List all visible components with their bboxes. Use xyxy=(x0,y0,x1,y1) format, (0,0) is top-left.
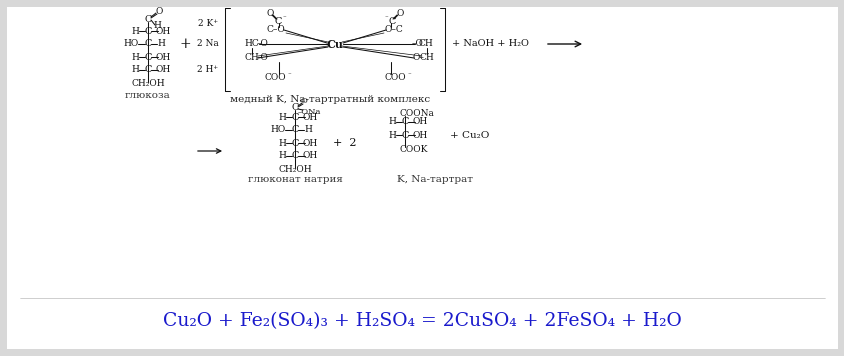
Text: H: H xyxy=(387,117,396,126)
Text: K, Na-тартрат: K, Na-тартрат xyxy=(397,176,473,184)
Text: C: C xyxy=(274,16,281,26)
Text: O: O xyxy=(300,97,307,105)
Text: 2 H⁺: 2 H⁺ xyxy=(197,66,219,74)
Text: –O: –O xyxy=(257,38,268,47)
Text: O–C: O–C xyxy=(384,26,403,35)
Text: 2 K⁺: 2 K⁺ xyxy=(197,19,218,27)
Text: HO: HO xyxy=(270,126,285,135)
Text: OH: OH xyxy=(412,131,427,140)
Text: CH: CH xyxy=(419,53,434,63)
Text: H: H xyxy=(131,66,138,74)
Text: O: O xyxy=(266,9,273,17)
Text: O: O xyxy=(155,6,163,16)
Text: C: C xyxy=(291,138,298,147)
Text: +: + xyxy=(179,37,191,51)
Text: OH: OH xyxy=(302,138,317,147)
Text: COO: COO xyxy=(264,73,285,83)
Text: C: C xyxy=(401,117,408,126)
Text: HO: HO xyxy=(123,40,138,48)
Text: H: H xyxy=(131,26,138,36)
Text: C: C xyxy=(144,15,152,23)
Text: Cu: Cu xyxy=(326,38,344,49)
Text: C: C xyxy=(291,152,298,161)
Text: C: C xyxy=(291,112,298,121)
Text: H: H xyxy=(153,21,160,31)
Text: OH: OH xyxy=(155,52,170,62)
Text: CH₂OH: CH₂OH xyxy=(278,166,311,174)
Text: CH₂OH: CH₂OH xyxy=(131,79,165,89)
Text: OH: OH xyxy=(302,112,317,121)
Text: C: C xyxy=(388,16,395,26)
Text: + NaOH + H₂O: + NaOH + H₂O xyxy=(451,40,528,48)
Text: C: C xyxy=(144,26,152,36)
Text: COONa: COONa xyxy=(399,109,434,117)
Text: 2 Na: 2 Na xyxy=(197,40,219,48)
Text: OH: OH xyxy=(302,152,317,161)
Text: ⁻: ⁻ xyxy=(407,72,410,80)
Text: C: C xyxy=(401,131,408,140)
Text: H: H xyxy=(278,138,285,147)
Text: C: C xyxy=(144,40,152,48)
Text: O–: O– xyxy=(412,53,424,63)
Text: O: O xyxy=(396,9,403,17)
Text: H: H xyxy=(157,40,165,48)
Text: C: C xyxy=(144,52,152,62)
Text: ⁻: ⁻ xyxy=(384,15,387,23)
Text: Cu₂O + Fe₂(SO₄)₃ + H₂SO₄ = 2CuSO₄ + 2FeSO₄ + H₂O: Cu₂O + Fe₂(SO₄)₃ + H₂SO₄ = 2CuSO₄ + 2FeS… xyxy=(162,312,680,330)
Text: C: C xyxy=(291,126,298,135)
Text: COOK: COOK xyxy=(399,145,428,153)
Text: OH: OH xyxy=(412,117,427,126)
Text: ⁻: ⁻ xyxy=(287,72,290,80)
Text: C: C xyxy=(291,104,298,112)
Text: COO: COO xyxy=(384,73,405,83)
Text: OH: OH xyxy=(155,66,170,74)
Text: медный K, Na-тартратный комплекс: медный K, Na-тартратный комплекс xyxy=(230,95,430,105)
Text: H: H xyxy=(387,131,396,140)
Text: –ONa: –ONa xyxy=(297,108,321,116)
Text: H: H xyxy=(278,112,285,121)
Text: ⁻: ⁻ xyxy=(282,15,285,23)
Text: +  2: + 2 xyxy=(333,138,356,148)
Text: H: H xyxy=(304,126,311,135)
Text: H: H xyxy=(131,52,138,62)
Text: –O: –O xyxy=(412,40,424,48)
Text: C: C xyxy=(144,66,152,74)
Text: + Cu₂O: + Cu₂O xyxy=(450,131,490,140)
Text: –O: –O xyxy=(257,53,268,63)
Text: H: H xyxy=(278,152,285,161)
Text: C–O: C–O xyxy=(267,26,285,35)
Text: CH: CH xyxy=(244,53,259,63)
Text: OH: OH xyxy=(155,26,170,36)
Text: HC: HC xyxy=(244,40,259,48)
Text: CH: CH xyxy=(418,40,433,48)
Text: глюконат натрия: глюконат натрия xyxy=(247,176,342,184)
Text: глюкоза: глюкоза xyxy=(125,90,170,99)
